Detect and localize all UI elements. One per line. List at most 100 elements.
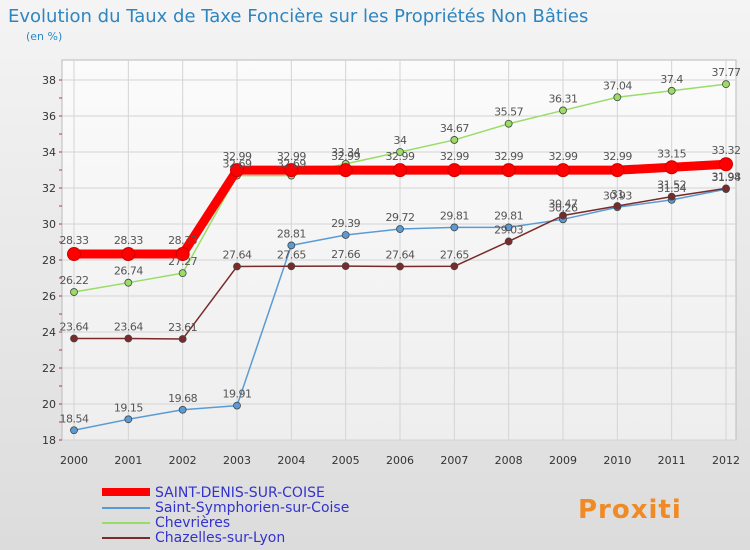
data-label-2-2008: 35.57 [494, 106, 523, 119]
data-label-3-2001: 23.64 [114, 320, 143, 333]
data-label-3-2003: 27.64 [223, 248, 252, 261]
data-point-3-2006 [396, 262, 404, 271]
data-label-0-2001: 28.33 [114, 234, 143, 247]
data-label-1-2007: 29.81 [440, 209, 469, 222]
data-point-0-2003 [230, 163, 244, 178]
x-tick-label-2010: 2010 [603, 454, 631, 467]
data-label-3-2007: 27.65 [440, 248, 469, 261]
data-point-0-2007 [447, 163, 462, 178]
data-label-2-2007: 34.67 [440, 122, 469, 135]
data-point-2-2009 [559, 106, 567, 115]
data-point-3-2003 [233, 262, 241, 271]
data-point-3-2001 [124, 334, 133, 343]
y-tick-label-28: 28 [42, 254, 56, 267]
data-point-1-2001 [124, 415, 133, 424]
axes: 18 20 22 24 26 28 30 32 34 36 38 2000 2001 2002 2003 20… [42, 74, 740, 467]
data-point-0-2001 [121, 247, 136, 262]
data-point-2-2008 [504, 119, 513, 128]
data-label-1-2006: 29.72 [386, 211, 415, 224]
y-tick-label-30: 30 [42, 218, 56, 231]
data-point-2-2000 [70, 288, 78, 296]
data-label-3-2009: 30.47 [549, 198, 578, 211]
data-label-0-2008: 32.99 [494, 150, 523, 163]
y-tick-label-38: 38 [42, 74, 56, 87]
data-label-0-2000: 28.33 [60, 234, 89, 247]
data-point-3-2002 [178, 335, 187, 343]
data-point-0-2004 [284, 163, 299, 178]
y-tick-label-22: 22 [42, 362, 56, 375]
x-tick-label-2006: 2006 [386, 454, 414, 467]
data-point-0-2000 [67, 247, 81, 262]
x-tick-label-2003: 2003 [223, 454, 251, 467]
chart-title: Evolution du Taux de Taxe Foncière sur l… [8, 6, 588, 27]
data-label-2-2011: 37.4 [660, 73, 683, 86]
data-label-1-2012: 31.94 [712, 171, 741, 184]
logo-text: Proxiti [578, 495, 682, 525]
legend: SAINT-DENIS-SUR-COISE Saint-Symphorien-s… [102, 485, 349, 546]
data-label-3-2002: 23.61 [168, 321, 197, 334]
data-label-0-2010: 32.99 [603, 150, 632, 163]
y-tick-label-34: 34 [42, 146, 56, 159]
x-tick-label-2012: 2012 [712, 454, 740, 467]
data-label-3-2005: 27.66 [331, 248, 360, 261]
data-label-0-2002: 28.33 [168, 234, 197, 247]
y-tick-label-26: 26 [42, 290, 56, 303]
series-lines [67, 80, 733, 435]
data-label-1-2011: 31.34 [657, 182, 686, 195]
data-label-0-2006: 32.99 [386, 150, 415, 163]
data-label-3-2006: 27.64 [386, 248, 415, 261]
data-point-2-2002 [178, 269, 187, 278]
data-point-0-2012 [719, 157, 733, 172]
data-label-1-2010: 30.93 [603, 189, 632, 202]
data-label-1-2001: 19.15 [114, 401, 143, 414]
x-tick-label-2011: 2011 [658, 454, 686, 467]
data-point-0-2008 [501, 163, 516, 178]
data-point-1-2005 [341, 231, 350, 239]
data-point-3-2009 [559, 211, 567, 220]
x-tick-label-2007: 2007 [440, 454, 468, 467]
data-label-1-2003: 19.91 [223, 388, 252, 401]
data-label-0-2004: 32.99 [277, 150, 306, 163]
data-point-0-2010 [610, 163, 625, 178]
data-point-0-2005 [338, 163, 353, 178]
data-label-0-2009: 32.99 [549, 150, 578, 163]
data-label-1-2008: 29.81 [494, 209, 523, 222]
data-label-2-2004: 32.69 [277, 158, 306, 171]
data-point-1-2007 [450, 223, 459, 232]
data-point-2-2006 [396, 148, 404, 156]
data-label-1-2002: 19.68 [168, 392, 197, 405]
data-label-2-2010: 37.04 [603, 79, 632, 92]
chart-subtitle: (en %) [26, 30, 62, 43]
legend-label-saint-denis: SAINT-DENIS-SUR-COISE [155, 485, 325, 501]
data-point-2-2007 [450, 136, 459, 144]
data-point-0-2006 [393, 163, 407, 178]
data-label-1-2009: 30.26 [549, 201, 578, 214]
data-point-2-2010 [613, 93, 622, 102]
data-label-2-2012: 37.77 [712, 66, 741, 79]
data-label-3-2008: 29.03 [494, 223, 523, 236]
data-point-3-2000 [70, 334, 78, 343]
x-tick-label-2002: 2002 [169, 454, 197, 467]
data-label-3-2004: 27.65 [277, 248, 306, 261]
data-label-0-2012: 33.32 [712, 144, 741, 157]
y-tick-label-20: 20 [42, 398, 56, 411]
data-point-1-2006 [396, 225, 404, 233]
proxiti-logo: Proxiti [578, 495, 682, 525]
data-label-0-2003: 32.99 [223, 150, 252, 163]
data-label-3-2012: 31.98 [712, 170, 741, 183]
grid-lines [62, 60, 736, 441]
y-tick-label-24: 24 [42, 326, 56, 339]
data-point-1-2008 [504, 223, 513, 232]
data-point-1-2004 [287, 241, 296, 250]
data-point-3-2007 [450, 262, 459, 271]
data-label-2-2001: 26.74 [114, 265, 143, 278]
data-label-2-2009: 36.31 [549, 92, 578, 105]
data-labels: 28.33 28.33 28.33 32.99 32.99 32.99 32.99 32.99… [60, 66, 742, 425]
data-point-0-2009 [556, 163, 570, 178]
data-point-0-2011 [664, 160, 679, 175]
x-tick-label-2000: 2000 [60, 454, 88, 467]
data-label-1-2000: 18.54 [60, 412, 89, 425]
data-point-3-2011 [667, 192, 676, 201]
